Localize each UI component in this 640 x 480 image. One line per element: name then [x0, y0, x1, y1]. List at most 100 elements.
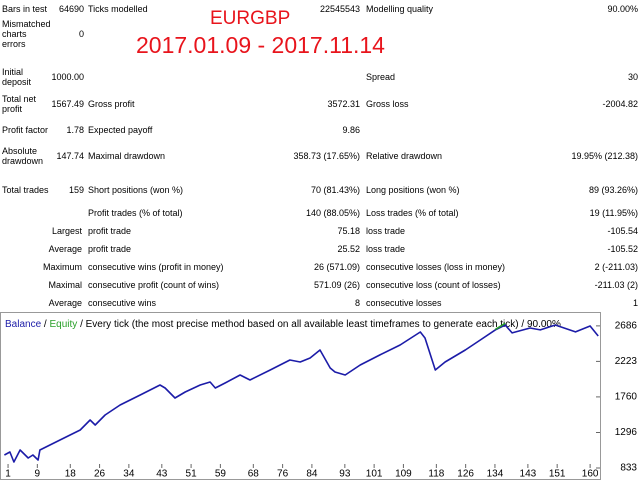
x-tick-label: 109: [395, 469, 412, 480]
stat-value: 22545543: [319, 4, 360, 14]
stat-value: 25.52: [337, 244, 360, 254]
stat-value: 358.73 (17.65%): [293, 151, 360, 161]
y-tick-label: 833: [620, 463, 637, 474]
report-row: Average consecutive wins 8 consecutive loss…: [0, 295, 640, 311]
x-tick-label: 143: [520, 469, 537, 480]
stat-value: 26 (571.09): [313, 262, 360, 272]
x-tick-label: 160: [582, 469, 599, 480]
stat-label: Spread: [366, 72, 396, 82]
x-tick-label: 18: [65, 469, 77, 480]
stat-value: 571.09 (26): [313, 280, 360, 290]
report-row: Profit factor 1.78 Expected payoff 9.86: [0, 122, 640, 138]
stat-value: 64690: [58, 4, 84, 14]
stat-label: loss trade: [366, 244, 406, 254]
stat-value: 159: [68, 185, 84, 195]
stat-value: 140 (88.05%): [305, 208, 360, 218]
stat-value: -2004.82: [602, 99, 638, 109]
x-tick-label: 59: [215, 469, 227, 480]
stat-label: consecutive wins (profit in money): [88, 262, 224, 272]
stat-label: Loss trades (% of total): [366, 208, 459, 218]
stat-value: 9.86: [342, 125, 360, 135]
x-tick-label: 134: [487, 469, 504, 480]
stat-value: 147.74: [56, 151, 84, 161]
legend: Balance / Equity / Every tick (the most …: [5, 319, 561, 330]
legend-entry: Equity: [49, 319, 77, 330]
stat-label: profit trade: [88, 244, 132, 254]
stat-value: 1000.00: [51, 72, 84, 82]
stat-label: Largest: [51, 226, 82, 236]
x-tick-label: 26: [94, 469, 106, 480]
stat-label: Total net profit: [2, 94, 37, 114]
stat-value: 90.00%: [607, 4, 638, 14]
stat-label: consecutive wins: [88, 298, 157, 308]
stat-value: 19.95% (212.38): [571, 151, 638, 161]
stat-label: Long positions (won %): [366, 185, 460, 195]
stat-label: loss trade: [366, 226, 406, 236]
x-tick-label: 68: [248, 469, 260, 480]
report-row: Profit trades (% of total) 140 (88.05%) Lo…: [0, 205, 640, 221]
x-tick-label: 93: [339, 469, 351, 480]
report-row: Bars in test 64690 Ticks modelled 22545543 M…: [0, 2, 640, 16]
x-tick-label: 118: [428, 469, 444, 480]
y-tick-label: 2686: [615, 321, 638, 332]
legend-entry: Balance: [5, 319, 42, 330]
stat-label: consecutive profit (count of wins): [88, 280, 220, 290]
stat-value: 1.78: [66, 125, 84, 135]
stat-label: Profit factor: [2, 125, 49, 135]
stat-label: Maximal: [48, 280, 82, 290]
stat-label: consecutive loss (count of losses): [366, 280, 501, 290]
y-tick-label: 1760: [615, 392, 638, 403]
stat-value: 70 (81.43%): [310, 185, 360, 195]
x-tick-label: 9: [35, 469, 41, 480]
x-tick-label: 84: [306, 469, 318, 480]
y-tick-label: 1296: [615, 427, 638, 438]
stat-value: 1: [632, 298, 638, 308]
stat-value: 1567.49: [51, 99, 84, 109]
x-tick-label: 126: [457, 469, 474, 480]
report-row: Mismatched charts errors 0: [0, 16, 640, 52]
x-tick-label: 76: [277, 469, 289, 480]
stat-label: Mismatched charts errors: [2, 19, 51, 49]
period-title: 2017.01.09 - 2017.11.14: [136, 32, 385, 58]
stat-value: 8: [354, 298, 360, 308]
x-tick-label: 1: [5, 469, 11, 480]
report-row: Total net profit 1567.49 Gross profit 3572.…: [0, 92, 640, 116]
stat-value: -211.03 (2): [594, 280, 638, 290]
report-row: Maximal consecutive profit (count of wins…: [0, 277, 640, 293]
stat-label: Gross profit: [88, 99, 135, 109]
x-tick-label: 151: [549, 469, 566, 480]
stat-value: 30: [627, 72, 638, 82]
stat-label: Modelling quality: [366, 4, 434, 14]
stat-label: Average: [48, 298, 82, 308]
report-row: Largest profit trade 75.18 loss trade -105.5…: [0, 223, 640, 239]
report-row: Average profit trade 25.52 loss trade -105.5…: [0, 241, 640, 257]
stat-label: Average: [48, 244, 82, 254]
symbol-title: EURGBP: [210, 8, 291, 29]
stat-label: Expected payoff: [88, 125, 153, 135]
stat-label: Gross loss: [366, 99, 409, 109]
series-line: [4, 324, 599, 463]
stat-label: consecutive losses (loss in money): [366, 262, 506, 272]
stat-value: 0: [78, 29, 84, 39]
series-line: [494, 322, 506, 331]
stat-label: Relative drawdown: [366, 151, 443, 161]
y-tick-label: 2223: [615, 356, 638, 367]
stat-label: consecutive losses: [366, 298, 442, 308]
x-tick-label: 34: [123, 469, 135, 480]
report-row: Total trades 159 Short positions (won %) 70…: [0, 178, 640, 202]
stat-value: 89 (93.26%): [588, 185, 638, 195]
x-tick-label: 51: [186, 469, 198, 480]
legend-separator: /: [80, 319, 83, 330]
stat-label: Initial deposit: [2, 67, 32, 87]
stat-value: 2 (-211.03): [594, 262, 638, 272]
stat-value: -105.52: [607, 244, 638, 254]
chart-frame: [0, 312, 601, 480]
report-row: Maximum consecutive wins (profit in money…: [0, 259, 640, 275]
x-tick-label: 43: [156, 469, 168, 480]
report-row: Absolute drawdown 147.74 Maximal drawdown 3…: [0, 144, 640, 168]
stat-label: Absolute drawdown: [2, 146, 44, 166]
stat-label: Ticks modelled: [88, 4, 148, 14]
legend-caption: Every tick (the most precise method base…: [86, 319, 561, 330]
